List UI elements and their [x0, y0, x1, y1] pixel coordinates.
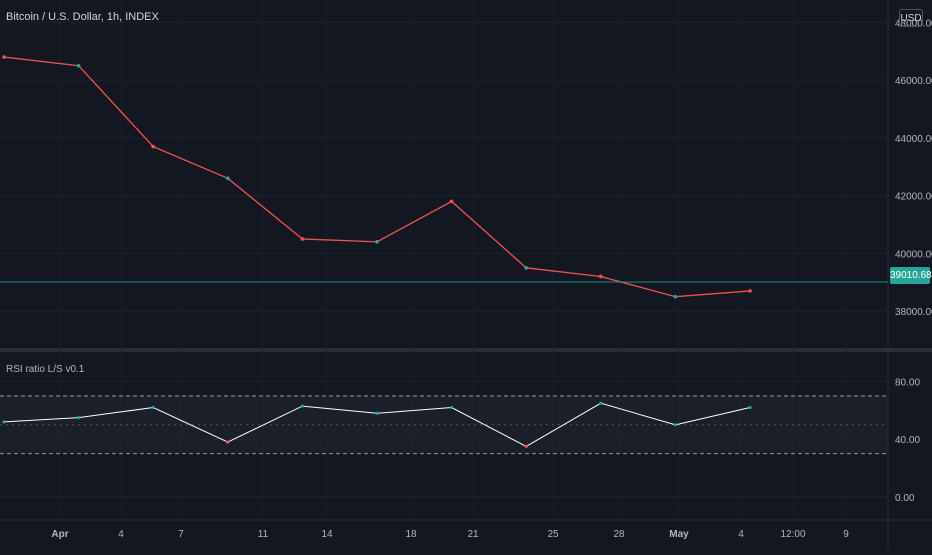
price-point	[599, 274, 603, 279]
price-tick-label: 48000.00	[895, 18, 932, 29]
price-point	[2, 55, 6, 59]
price-tick-label: 40000.00	[895, 249, 932, 260]
indicator-title[interactable]: RSI ratio L/S v0.1	[6, 364, 85, 375]
last-price-tag: 39010.68	[890, 267, 932, 284]
price-point	[449, 199, 454, 204]
time-tick-label: 9	[843, 529, 849, 540]
price-point	[226, 176, 230, 181]
time-tick-label: Apr	[51, 529, 68, 540]
time-tick-label: 28	[613, 529, 625, 540]
price-tick-label: 44000.00	[895, 134, 932, 145]
time-tick-label: 14	[321, 529, 333, 540]
rsi-tick-label: 80.00	[895, 378, 920, 389]
time-tick-label: 18	[405, 529, 417, 540]
rsi-point	[450, 405, 454, 410]
price-point	[76, 63, 81, 68]
rsi-point	[2, 420, 6, 424]
time-tick-label: 11	[258, 529, 269, 540]
price-point	[300, 237, 305, 241]
rsi-tick-label: 40.00	[895, 435, 920, 446]
price-tick-label: 38000.00	[895, 307, 932, 318]
price-tick-label: 42000.00	[895, 192, 932, 203]
time-tick-label: 25	[547, 529, 559, 540]
rsi-point	[300, 404, 304, 408]
price-point	[524, 266, 528, 270]
price-point	[748, 289, 752, 293]
rsi-point	[599, 401, 603, 405]
rsi-point	[524, 444, 528, 448]
price-point	[375, 240, 379, 244]
price-tick-label: 46000.00	[895, 76, 932, 87]
rsi-point	[151, 405, 155, 410]
rsi-tick-label: 0.00	[895, 493, 915, 504]
symbol-title[interactable]: Bitcoin / U.S. Dollar, 1h, INDEX	[6, 11, 159, 23]
rsi-point	[77, 416, 81, 420]
pane-separator	[0, 348, 932, 352]
rsi-point	[748, 405, 752, 410]
price-point	[151, 144, 155, 149]
price-series-line	[3, 56, 751, 298]
currency-button[interactable]: USD	[899, 9, 923, 27]
time-tick-label: 4	[118, 529, 124, 540]
rsi-point	[673, 423, 678, 427]
time-tick-label: 4	[738, 529, 744, 540]
rsi-point	[226, 440, 230, 444]
rsi-point	[375, 411, 379, 415]
price-point	[673, 294, 678, 299]
time-tick-label: 7	[178, 529, 184, 540]
time-tick-label: May	[669, 529, 689, 540]
time-tick-label: 21	[467, 529, 479, 540]
time-tick-label: 12:00	[780, 529, 805, 540]
